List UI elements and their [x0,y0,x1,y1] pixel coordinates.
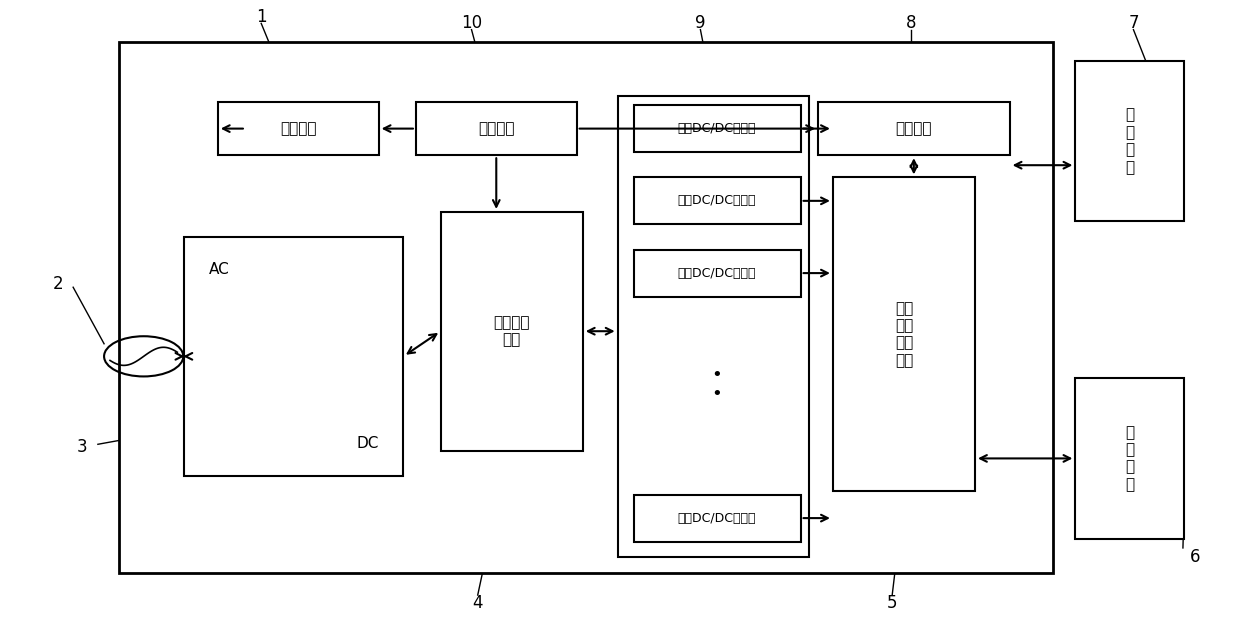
Text: 双向DC/DC变流器: 双向DC/DC变流器 [678,194,756,208]
Bar [634,249,801,297]
Text: 9: 9 [696,15,706,32]
Bar [185,237,403,476]
Text: 远程终端: 远程终端 [479,121,515,136]
Text: 2: 2 [53,275,63,293]
Text: 双向DC/DC变流器: 双向DC/DC变流器 [678,122,756,135]
Bar [634,177,801,225]
Bar [218,102,378,155]
Text: 双向DC/DC变流器: 双向DC/DC变流器 [678,512,756,524]
Text: 5: 5 [887,594,898,612]
Text: 10: 10 [461,15,482,32]
Text: 信
号
接
口: 信 号 接 口 [1125,107,1135,175]
Text: 3: 3 [77,439,87,456]
Bar [833,177,975,492]
Bar [634,105,801,152]
Bar [119,42,1053,573]
Bar [440,212,583,451]
Bar [1075,61,1184,221]
Text: 控制单元: 控制单元 [895,121,932,136]
Bar [415,102,577,155]
Text: 8: 8 [905,15,916,32]
Text: 6: 6 [1190,548,1200,567]
Text: AC: AC [210,262,229,277]
Bar [1075,379,1184,538]
Text: 双向DC/DC变流器: 双向DC/DC变流器 [678,266,756,280]
Text: 1: 1 [255,8,267,26]
Text: DC: DC [356,435,378,451]
Text: •: • [711,385,722,403]
Bar [818,102,1009,155]
Text: 7: 7 [1128,15,1138,32]
Text: 直流
接触
保护
单元: 直流 接触 保护 单元 [895,301,913,368]
Text: 辅助电源: 辅助电源 [280,121,316,136]
Text: 超级储能
单元: 超级储能 单元 [494,315,529,348]
Text: 功
率
接
口: 功 率 接 口 [1125,425,1135,492]
Bar [634,495,801,541]
Bar [618,96,810,557]
Text: •: • [711,366,722,384]
Text: 4: 4 [472,594,482,612]
